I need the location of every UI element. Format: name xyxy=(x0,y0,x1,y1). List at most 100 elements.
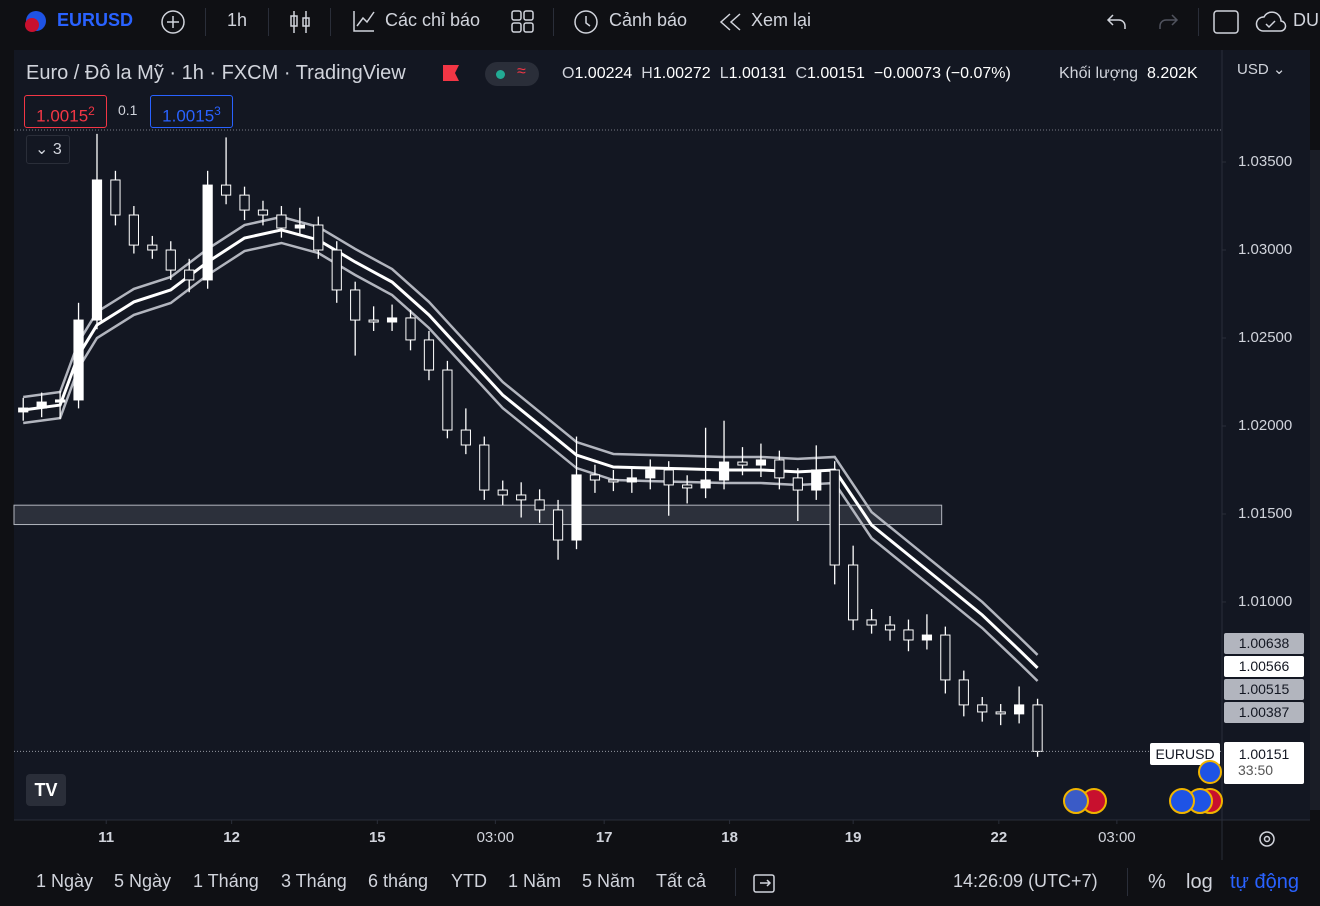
last-price: 1.00151 xyxy=(1238,746,1290,762)
range-button[interactable]: 1 Ngày xyxy=(36,871,94,891)
indicators[interactable]: Các chỉ báo xyxy=(385,10,481,30)
range-button[interactable]: 1 Năm xyxy=(508,871,562,891)
indicator-count: 3 xyxy=(52,141,62,158)
candle-body xyxy=(645,469,656,479)
change: −0.00073 (−0.07%) xyxy=(873,65,1011,82)
last-price-box: 1.00151 33:50 xyxy=(1224,742,1304,784)
y-tick-label: 1.02500 xyxy=(1238,329,1292,346)
candle-body xyxy=(386,317,398,323)
price-label: 1.00566 xyxy=(1224,656,1304,677)
ask[interactable]: 1.00153 xyxy=(150,95,233,128)
y-tick-label: 1.01500 xyxy=(1238,505,1292,522)
candle-body xyxy=(774,459,785,479)
candle-body xyxy=(1014,704,1025,715)
range-button[interactable]: 6 tháng xyxy=(368,871,429,891)
legend-title: Euro / Đô la Mỹ · 1h · FXCM · TradingVie… xyxy=(26,62,406,84)
chart-type[interactable] xyxy=(288,9,312,35)
candle-body xyxy=(571,474,582,541)
candle-body xyxy=(497,489,508,496)
price-label: 1.00515 xyxy=(1224,679,1304,700)
cloud-save[interactable] xyxy=(1254,9,1288,35)
add-symbol[interactable] xyxy=(160,9,188,37)
range-button[interactable]: 1 Tháng xyxy=(193,871,259,891)
volume-label: Khối lượng xyxy=(1059,65,1139,82)
candle-body xyxy=(276,214,287,229)
y-tick-label: 1.02000 xyxy=(1238,417,1292,434)
price-zone xyxy=(13,504,943,526)
candle-body xyxy=(220,184,232,196)
candle-body xyxy=(663,469,674,486)
x-tick-label: 19 xyxy=(845,829,862,846)
range-button[interactable]: YTD xyxy=(451,871,487,891)
date-range-icon[interactable] xyxy=(752,871,778,895)
log-toggle[interactable]: log xyxy=(1186,871,1213,893)
ohlc-letter: H xyxy=(641,65,653,82)
candle-body xyxy=(848,564,859,621)
redo[interactable] xyxy=(1156,11,1180,33)
separator xyxy=(1127,868,1128,896)
ohlc-value: 1.00224 xyxy=(574,65,633,82)
y-tick-label: 1.03000 xyxy=(1238,241,1292,258)
range-button[interactable]: 5 Năm xyxy=(582,871,636,891)
indicators-icon[interactable] xyxy=(351,8,377,34)
candle-body xyxy=(516,494,527,501)
replay-icon[interactable] xyxy=(718,11,744,33)
candle-body xyxy=(884,624,896,631)
candle-body xyxy=(700,479,711,489)
candle-body xyxy=(128,214,139,246)
candle-body xyxy=(54,399,66,403)
band-lower xyxy=(23,241,1039,682)
currency[interactable]: USD ⌄ xyxy=(1237,61,1286,78)
x-tick-label: 11 xyxy=(98,829,114,846)
bid-price: 1.0015 xyxy=(36,106,89,126)
countdown: 33:50 xyxy=(1238,762,1274,778)
replay[interactable]: Xem lại xyxy=(751,10,812,30)
candle-body xyxy=(442,369,453,431)
x-tick-label: 18 xyxy=(721,829,738,846)
series xyxy=(13,133,1222,757)
bid[interactable]: 1.00152 xyxy=(24,95,107,128)
layout-icon[interactable] xyxy=(510,9,536,35)
status-pill: ≈ xyxy=(485,62,539,86)
candle-body xyxy=(682,484,693,489)
flag xyxy=(443,65,459,81)
x-tick-label: 15 xyxy=(369,829,386,846)
candle-body xyxy=(423,339,435,371)
separator xyxy=(330,8,331,36)
auto-toggle[interactable]: tự động xyxy=(1230,871,1299,893)
ask-price: 1.0015 xyxy=(162,106,215,126)
candle-body xyxy=(552,509,564,541)
x-tick-label: 03:00 xyxy=(477,829,515,846)
right-strip xyxy=(1310,150,1320,810)
range-button[interactable]: 5 Ngày xyxy=(114,871,172,891)
event-icons[interactable] xyxy=(1060,760,1230,816)
percent-toggle[interactable]: % xyxy=(1148,871,1166,893)
candle-body xyxy=(313,224,324,251)
toolbar xyxy=(0,0,1320,46)
ohlc-value: 1.00131 xyxy=(728,65,787,82)
range-button[interactable]: Tất cả xyxy=(656,871,707,891)
candle-body xyxy=(368,319,379,323)
range-button[interactable]: 3 Tháng xyxy=(281,871,347,891)
symbol[interactable]: EURUSD xyxy=(57,10,134,30)
alerts[interactable]: Cảnh báo xyxy=(609,10,688,30)
y-tick-label: 1.01000 xyxy=(1238,593,1292,610)
candle-body xyxy=(239,194,250,211)
fullscreen[interactable] xyxy=(1212,9,1240,35)
candle-body xyxy=(921,634,933,641)
settings[interactable] xyxy=(1255,827,1279,851)
alert-icon[interactable] xyxy=(572,8,600,36)
candle-body xyxy=(866,619,877,626)
separator xyxy=(1198,8,1199,36)
tv-logo[interactable]: TV xyxy=(26,774,66,806)
x-tick-label: 03:00 xyxy=(1098,829,1136,846)
interval[interactable]: 1h xyxy=(227,10,248,30)
toolbar-cut-off[interactable]: DU xyxy=(1293,10,1319,30)
undo[interactable] xyxy=(1105,11,1129,33)
candle-body xyxy=(626,477,637,483)
separator xyxy=(205,8,206,36)
candle-body xyxy=(903,629,914,641)
collapse-indicators[interactable]: ⌄ 3 xyxy=(26,135,70,164)
clock[interactable]: 14:26:09 (UTC+7) xyxy=(953,871,1098,891)
